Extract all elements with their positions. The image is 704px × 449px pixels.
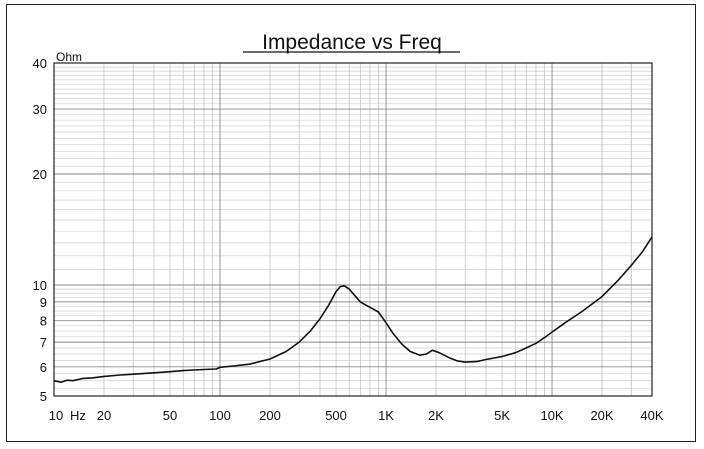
y-tick-label: 8 — [40, 314, 47, 329]
x-tick-labels: 10 20 50 100 200 500 1K 2K 5K 10K 20K 40K — [49, 408, 664, 423]
x-tick-label: 10 — [49, 408, 63, 423]
y-unit-label: Ohm — [56, 50, 82, 64]
x-tick-label: 20 — [97, 408, 111, 423]
x-tick-label: 200 — [259, 408, 281, 423]
x-tick-label: 100 — [209, 408, 231, 423]
y-tick-label: 20 — [33, 167, 47, 182]
y-tick-label: 30 — [33, 102, 47, 117]
x-tick-label: 50 — [163, 408, 177, 423]
x-tick-label: 1K — [378, 408, 394, 423]
plot-area-border — [53, 62, 653, 397]
y-tick-label: 5 — [40, 389, 47, 404]
grid-major — [53, 62, 652, 397]
x-unit-label: Hz — [70, 408, 86, 423]
y-tick-label: 10 — [33, 278, 47, 293]
x-tick-label: 5K — [494, 408, 510, 423]
x-tick-label: 10K — [540, 408, 563, 423]
chart-frame — [6, 4, 696, 442]
impedance-curve — [53, 236, 653, 383]
x-tick-label: 20K — [590, 408, 613, 423]
y-tick-label: 9 — [40, 295, 47, 310]
y-tick-label: 7 — [40, 335, 47, 350]
chart-title: Impedance vs Freq — [262, 31, 442, 54]
grid-minor — [54, 63, 653, 396]
x-tick-label: 2K — [428, 408, 444, 423]
y-tick-label: 6 — [40, 360, 47, 375]
x-tick-label: 500 — [325, 408, 347, 423]
y-tick-label: 40 — [33, 56, 47, 71]
y-tick-labels: 5 6 7 8 9 10 20 30 40 — [33, 56, 47, 404]
x-tick-label: 40K — [640, 408, 663, 423]
